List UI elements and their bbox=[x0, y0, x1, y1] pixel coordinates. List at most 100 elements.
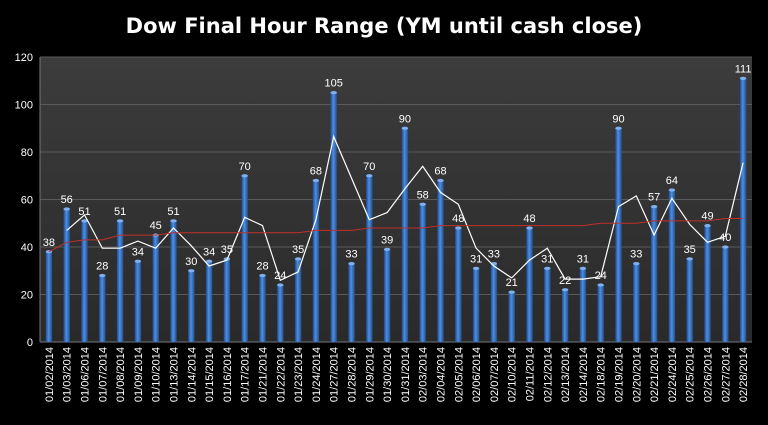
x-tick-label: 02/27/2014 bbox=[720, 347, 732, 402]
x-tick-label: 01/10/2014 bbox=[151, 347, 163, 402]
x-tick-label: 02/14/2014 bbox=[578, 347, 590, 402]
bar-cap bbox=[615, 126, 622, 130]
bar bbox=[419, 204, 426, 342]
x-tick-label: 02/26/2014 bbox=[703, 347, 715, 402]
y-tick-label: 20 bbox=[21, 290, 33, 302]
x-tick-label: 02/03/2014 bbox=[418, 347, 430, 402]
x-tick-label: 02/18/2014 bbox=[596, 347, 608, 402]
bar-cap bbox=[526, 226, 533, 230]
bar bbox=[561, 289, 569, 342]
x-tick-label: 01/22/2014 bbox=[275, 347, 287, 402]
bar-cap bbox=[312, 178, 320, 183]
x-tick-label: 01/14/2014 bbox=[186, 347, 198, 402]
bar bbox=[241, 175, 248, 342]
data-label: 31 bbox=[577, 253, 589, 265]
x-tick-label: 02/04/2014 bbox=[436, 347, 448, 402]
x-tick-label: 01/28/2014 bbox=[347, 347, 359, 402]
bar bbox=[597, 285, 604, 342]
x-tick-label: 01/13/2014 bbox=[169, 347, 181, 402]
x-tick-label: 02/20/2014 bbox=[631, 347, 643, 402]
bar-cap bbox=[277, 283, 284, 287]
bar-cap bbox=[597, 283, 604, 287]
x-tick-label: 02/12/2014 bbox=[542, 347, 554, 402]
x-tick-label: 01/31/2014 bbox=[400, 347, 412, 402]
x-tick-label: 01/23/2014 bbox=[293, 347, 305, 402]
bar-cap bbox=[63, 207, 70, 211]
data-label: 33 bbox=[630, 249, 642, 261]
data-label: 105 bbox=[325, 78, 343, 90]
x-tick-label: 02/05/2014 bbox=[453, 347, 465, 402]
bar bbox=[294, 258, 302, 342]
bar bbox=[526, 228, 533, 342]
cumulative-average-line bbox=[48, 218, 744, 253]
y-tick-label: 60 bbox=[21, 195, 33, 207]
data-label: 31 bbox=[541, 253, 553, 265]
x-tick-label: 01/06/2014 bbox=[80, 347, 92, 402]
data-label: 70 bbox=[363, 161, 375, 173]
data-label: 51 bbox=[78, 206, 90, 218]
bar bbox=[615, 128, 622, 342]
bar bbox=[544, 268, 551, 342]
bar bbox=[739, 78, 747, 342]
bar bbox=[170, 220, 177, 342]
bar-cap bbox=[134, 259, 142, 263]
bar-cap bbox=[294, 257, 302, 261]
bar-cap bbox=[668, 188, 676, 192]
bar bbox=[45, 251, 53, 342]
bar-cap bbox=[383, 247, 391, 251]
bar bbox=[366, 175, 373, 342]
bar bbox=[312, 180, 320, 342]
bar-cap bbox=[437, 178, 444, 183]
bar-cap bbox=[472, 266, 480, 270]
data-label: 57 bbox=[648, 192, 660, 204]
bar bbox=[348, 263, 355, 342]
bar bbox=[490, 263, 498, 342]
bar-cap bbox=[704, 224, 711, 228]
bar bbox=[704, 225, 711, 342]
bar bbox=[383, 249, 391, 342]
data-label: 33 bbox=[488, 249, 500, 261]
bar bbox=[152, 235, 159, 342]
data-label: 48 bbox=[523, 213, 535, 225]
data-label: 68 bbox=[434, 166, 446, 178]
data-label: 51 bbox=[114, 206, 126, 218]
bar bbox=[579, 268, 587, 342]
data-label: 58 bbox=[417, 189, 429, 201]
y-tick-label: 0 bbox=[27, 337, 33, 349]
bar bbox=[134, 261, 142, 342]
x-tick-label: 02/07/2014 bbox=[489, 347, 501, 402]
bar bbox=[508, 292, 515, 342]
bar-cap bbox=[330, 91, 337, 95]
x-tick-label: 01/17/2014 bbox=[240, 347, 252, 402]
x-tick-label: 01/21/2014 bbox=[258, 347, 270, 402]
bar bbox=[401, 128, 409, 342]
bar-cap bbox=[366, 174, 373, 178]
x-tick-label: 01/02/2014 bbox=[44, 347, 56, 402]
bar bbox=[259, 275, 266, 342]
bar bbox=[668, 190, 676, 342]
bar bbox=[116, 220, 124, 342]
x-tick-label: 02/28/2014 bbox=[738, 347, 750, 402]
data-label: 35 bbox=[221, 244, 233, 256]
x-tick-label: 02/06/2014 bbox=[471, 347, 483, 402]
bar-cap bbox=[401, 126, 409, 130]
data-label: 111 bbox=[735, 63, 752, 75]
y-tick-label: 80 bbox=[21, 147, 33, 159]
bar-cap bbox=[633, 262, 640, 266]
x-tick-label: 01/08/2014 bbox=[115, 347, 127, 402]
data-label: 56 bbox=[61, 194, 73, 206]
data-label: 35 bbox=[684, 244, 696, 256]
bar-cap bbox=[722, 245, 729, 249]
data-label: 40 bbox=[719, 232, 731, 244]
data-label: 22 bbox=[559, 275, 571, 287]
bar-cap bbox=[348, 262, 355, 266]
bar bbox=[455, 228, 462, 342]
x-tick-label: 01/30/2014 bbox=[382, 347, 394, 402]
x-tick-label: 01/15/2014 bbox=[204, 347, 216, 402]
bar bbox=[188, 270, 195, 342]
x-tick-label: 02/25/2014 bbox=[685, 347, 697, 402]
bar bbox=[686, 258, 693, 342]
bar-cap bbox=[455, 226, 462, 230]
bar bbox=[472, 268, 480, 342]
data-label: 21 bbox=[506, 277, 518, 289]
